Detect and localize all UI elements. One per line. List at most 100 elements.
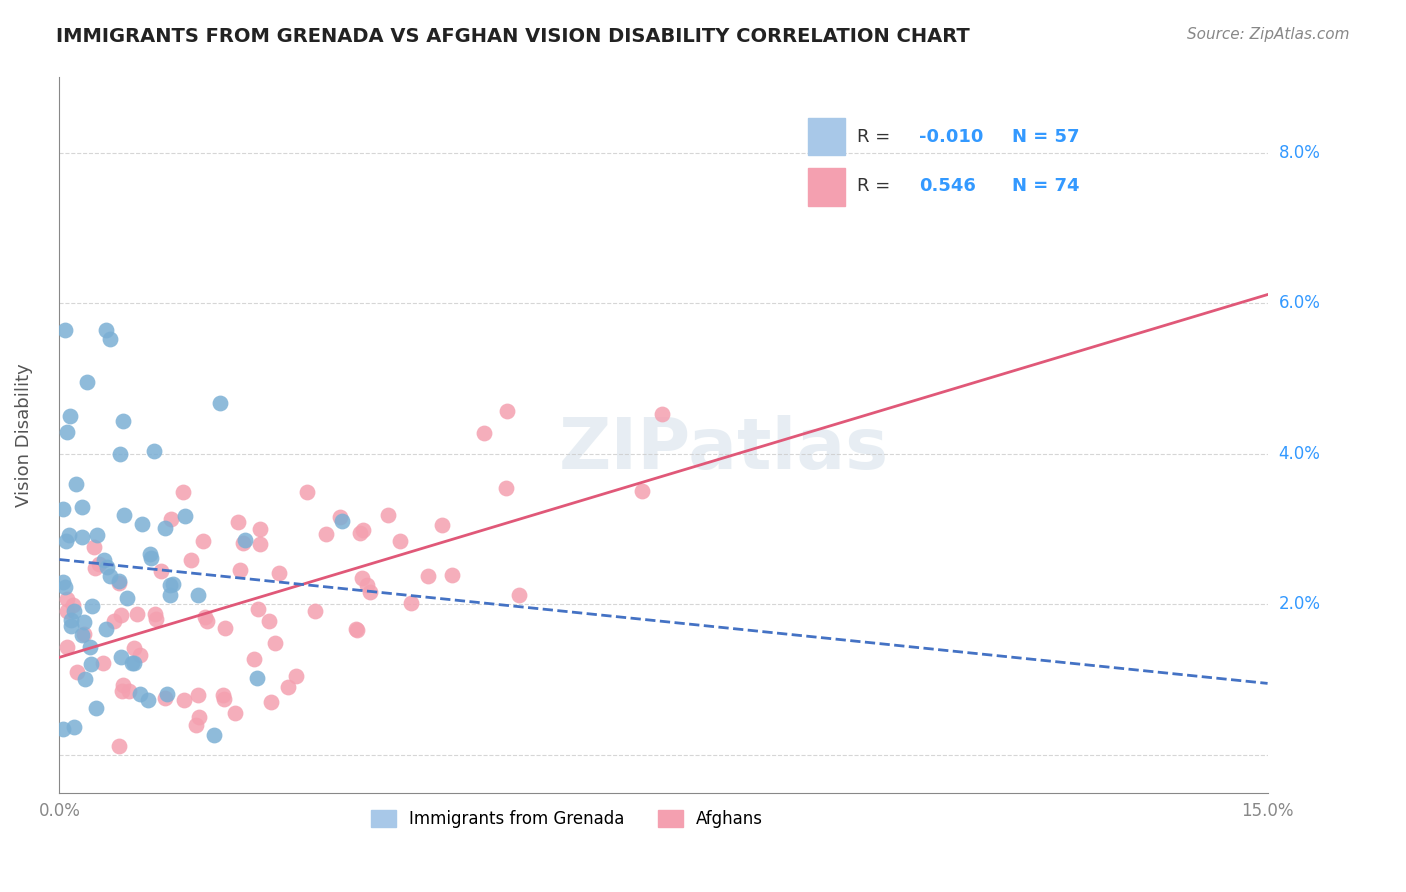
Point [70,627,93,641]
Point [193,610,215,624]
Point [495,481,517,495]
Point [249,537,271,551]
Point [332,514,354,528]
Point [62,720,84,734]
Point [55,323,77,337]
Point [79,640,101,654]
Text: Source: ZipAtlas.com: Source: ZipAtlas.com [1187,27,1350,42]
Point [285,669,308,683]
Point [110,649,132,664]
Point [66,665,89,679]
Point [495,404,517,418]
Point [297,484,319,499]
Point [129,688,152,702]
Point [352,524,374,538]
Point [172,485,194,500]
Point [128,648,150,663]
Point [112,508,135,522]
Point [209,396,232,410]
Point [246,602,269,616]
Point [115,591,138,605]
Point [73,615,96,629]
Point [122,641,145,656]
Point [83,561,105,575]
Point [87,557,110,571]
Text: 8.0%: 8.0% [1278,144,1320,161]
Point [60,614,83,628]
Point [232,536,254,550]
Point [359,584,381,599]
Point [56,425,79,439]
Point [160,512,183,526]
Point [96,560,118,574]
Point [141,551,163,566]
Point [159,578,181,592]
Point [430,518,453,533]
Point [356,577,378,591]
Point [53,580,76,594]
Point [56,640,79,654]
Point [94,622,117,636]
Point [111,684,134,698]
Point [149,564,172,578]
Point [138,693,160,707]
Point [65,476,87,491]
Point [315,527,337,541]
FancyBboxPatch shape [807,168,845,205]
Point [277,680,299,694]
Point [260,695,283,709]
Text: 6.0%: 6.0% [1278,294,1320,312]
Point [264,636,287,650]
Point [389,533,412,548]
Text: R =: R = [858,128,896,146]
Point [121,656,143,670]
Text: R =: R = [858,178,896,195]
Legend: Immigrants from Grenada, Afghans: Immigrants from Grenada, Afghans [364,803,769,834]
Point [60,619,83,633]
Point [70,530,93,544]
Point [508,588,530,602]
Point [226,515,249,529]
Point [73,627,96,641]
Point [329,510,352,524]
Point [55,534,77,549]
Point [235,533,257,547]
Point [58,528,80,542]
Point [143,444,166,458]
Point [52,502,75,516]
Point [52,575,75,590]
Point [212,691,235,706]
Point [118,684,141,698]
Point [79,657,101,671]
Point [162,576,184,591]
Point [125,607,148,621]
Point [440,568,463,582]
Text: 0.546: 0.546 [920,178,976,195]
Point [472,426,495,441]
Text: N = 74: N = 74 [1012,178,1080,195]
Point [184,717,207,731]
Point [180,552,202,566]
Text: IMMIGRANTS FROM GRENADA VS AFGHAN VISION DISABILITY CORRELATION CHART: IMMIGRANTS FROM GRENADA VS AFGHAN VISION… [56,27,970,45]
Point [246,671,269,685]
Point [83,540,105,554]
Text: -0.010: -0.010 [920,128,983,146]
Point [202,728,225,742]
Point [56,604,79,618]
Point [84,700,107,714]
Point [112,678,135,692]
Point [76,375,98,389]
Point [187,688,209,702]
Point [122,657,145,671]
Point [73,672,96,686]
Point [159,588,181,602]
Point [349,525,371,540]
Point [352,571,374,585]
Point [62,604,84,618]
Point [52,723,75,737]
Point [195,615,218,629]
Point [59,409,82,423]
Point [55,591,77,606]
Point [344,623,367,637]
Point [98,332,121,346]
